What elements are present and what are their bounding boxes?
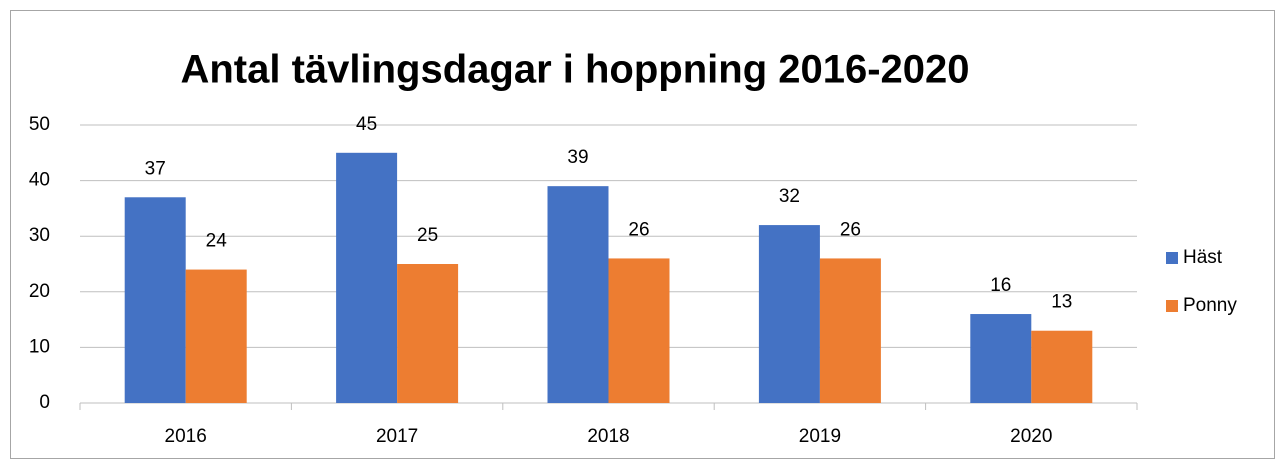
- legend-label: Ponny: [1183, 295, 1237, 316]
- x-tick-label: 2019: [799, 426, 841, 447]
- legend-label: Häst: [1183, 247, 1223, 268]
- x-tick-label: 2017: [376, 426, 418, 447]
- y-tick-label: 50: [29, 114, 50, 135]
- y-tick-label: 20: [29, 281, 50, 302]
- y-tick-label: 40: [29, 170, 50, 191]
- bar: [397, 264, 459, 403]
- bar: [547, 186, 609, 403]
- data-label: 39: [567, 147, 588, 168]
- bar: [970, 314, 1032, 403]
- bar: [336, 152, 398, 403]
- data-label: 24: [206, 231, 228, 252]
- data-label: 25: [417, 225, 438, 246]
- bar: [185, 269, 247, 403]
- y-tick-label: 30: [29, 225, 50, 246]
- bar: [124, 197, 186, 403]
- bar: [758, 225, 820, 403]
- chart-title: Antal tävlingsdagar i hoppning 2016-2020: [180, 48, 969, 92]
- data-label: 13: [1051, 292, 1072, 313]
- x-tick-label: 2018: [587, 426, 629, 447]
- data-label: 26: [628, 219, 649, 240]
- bar: [819, 258, 881, 403]
- data-label: 45: [356, 114, 377, 135]
- bar: [1031, 330, 1093, 403]
- y-tick-label: 10: [29, 336, 50, 357]
- bar: [608, 258, 670, 403]
- y-tick-label: 0: [39, 392, 50, 413]
- x-tick-label: 2020: [1010, 426, 1052, 447]
- x-tick-label: 2016: [165, 426, 207, 447]
- data-label: 26: [840, 219, 861, 240]
- data-label: 37: [145, 158, 166, 179]
- legend-swatch: [1166, 300, 1178, 312]
- data-label: 32: [779, 186, 800, 207]
- data-label: 16: [990, 275, 1011, 296]
- legend-swatch: [1166, 252, 1178, 264]
